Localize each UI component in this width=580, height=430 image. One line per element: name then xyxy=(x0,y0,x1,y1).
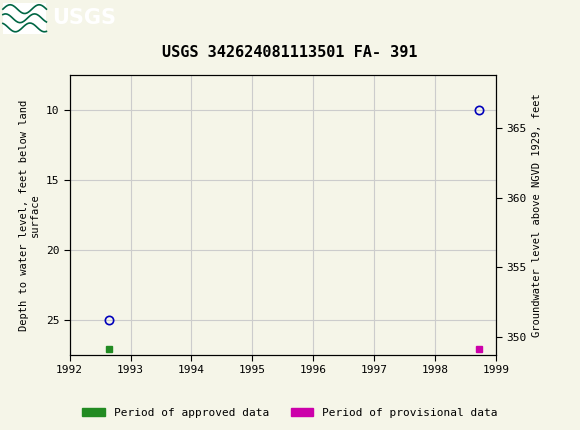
Y-axis label: Depth to water level, feet below land
surface: Depth to water level, feet below land su… xyxy=(19,99,40,331)
Text: USGS: USGS xyxy=(52,8,116,28)
Y-axis label: Groundwater level above NGVD 1929, feet: Groundwater level above NGVD 1929, feet xyxy=(532,93,542,337)
Legend: Period of approved data, Period of provisional data: Period of approved data, Period of provi… xyxy=(78,403,502,422)
Text: USGS 342624081113501 FA- 391: USGS 342624081113501 FA- 391 xyxy=(162,45,418,60)
Bar xyxy=(3,3,46,34)
